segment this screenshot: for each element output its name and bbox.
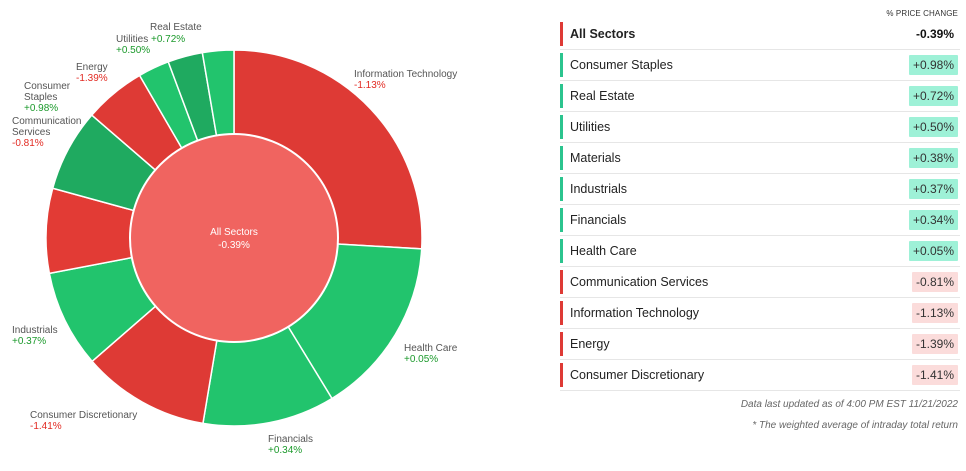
row-name: Communication Services [570, 275, 709, 289]
row-change-badge: -1.13% [911, 303, 958, 323]
row-energy[interactable]: Energy -1.39% [560, 329, 960, 360]
label-consumer-staples-line1: Consumer [24, 81, 71, 92]
value-financials: +0.34% [268, 445, 302, 456]
row-consumer-discretionary[interactable]: Consumer Discretionary -1.41% [560, 360, 960, 391]
row-name: Information Technology [570, 306, 700, 320]
row-change-badge: -0.39% [915, 27, 954, 41]
value-industrials: +0.37% [12, 336, 46, 347]
row-change-badge: +0.05% [908, 241, 958, 261]
label-utilities: Utilities [116, 34, 148, 45]
row-indicator-bar [560, 332, 563, 356]
center-value: -0.39% [218, 240, 250, 251]
row-change-badge: -1.41% [911, 365, 958, 385]
row-name: All Sectors [570, 27, 636, 41]
label-communication-services-line2: Services [12, 127, 50, 138]
label-communication-services-line1: Communication [12, 116, 81, 127]
center-all-sectors-circle[interactable] [129, 133, 339, 343]
row-indicator-bar [560, 115, 563, 139]
weighted-average-footnote: * The weighted average of intraday total… [752, 420, 958, 431]
row-change-badge: +0.34% [908, 210, 958, 230]
row-indicator-bar [560, 53, 563, 77]
row-change-badge: -1.39% [911, 334, 958, 354]
row-change-badge: +0.72% [908, 86, 958, 106]
value-utilities: +0.50% [116, 45, 150, 56]
value-health-care: +0.05% [404, 354, 438, 365]
row-name: Materials [570, 151, 621, 165]
value-communication-services: -0.81% [12, 138, 44, 149]
slice-labels: Information Technology-1.13%Health Care+… [12, 22, 458, 456]
row-name: Consumer Staples [570, 58, 673, 72]
row-name: Financials [570, 213, 627, 227]
value-consumer-staples: +0.98% [24, 103, 58, 114]
value-information-technology: -1.13% [354, 80, 386, 91]
center-label: All Sectors [210, 227, 258, 238]
label-energy: Energy [76, 62, 108, 73]
row-name: Health Care [570, 244, 637, 258]
row-consumer-staples[interactable]: Consumer Staples +0.98% [560, 50, 960, 81]
label-real-estate: Real Estate [150, 22, 202, 33]
row-change-badge: +0.98% [908, 55, 958, 75]
row-all-sectors[interactable]: All Sectors -0.39% [560, 19, 960, 50]
row-name: Industrials [570, 182, 627, 196]
row-change-badge: +0.50% [908, 117, 958, 137]
last-updated-note: Data last updated as of 4:00 PM EST 11/2… [740, 399, 958, 410]
row-financials[interactable]: Financials +0.34% [560, 205, 960, 236]
row-indicator-bar [560, 146, 563, 170]
row-name: Real Estate [570, 89, 635, 103]
column-header-price-change: % PRICE CHANGE [886, 9, 958, 18]
row-name: Energy [570, 337, 610, 351]
row-change-badge: -0.81% [911, 272, 958, 292]
label-information-technology: Information Technology [354, 69, 457, 80]
label-consumer-staples-line2: Staples [24, 92, 57, 103]
row-real-estate[interactable]: Real Estate +0.72% [560, 81, 960, 112]
row-materials[interactable]: Materials +0.38% [560, 143, 960, 174]
row-health-care[interactable]: Health Care +0.05% [560, 236, 960, 267]
row-industrials[interactable]: Industrials +0.37% [560, 174, 960, 205]
value-real-estate: +0.72% [151, 34, 185, 45]
row-change-badge: +0.37% [908, 179, 958, 199]
row-change-badge: +0.38% [908, 148, 958, 168]
row-indicator-bar [560, 22, 563, 46]
row-indicator-bar [560, 239, 563, 263]
row-communication-services[interactable]: Communication Services -0.81% [560, 267, 960, 298]
row-indicator-bar [560, 84, 563, 108]
row-indicator-bar [560, 301, 563, 325]
row-indicator-bar [560, 270, 563, 294]
row-utilities[interactable]: Utilities +0.50% [560, 112, 960, 143]
row-name: Utilities [570, 120, 611, 134]
row-indicator-bar [560, 363, 563, 387]
value-energy: -1.39% [76, 73, 108, 84]
row-indicator-bar [560, 177, 563, 201]
row-indicator-bar [560, 208, 563, 232]
sector-donut-chart: All Sectors -0.39% Information Technolog… [12, 22, 458, 456]
value-consumer-discretionary: -1.41% [30, 421, 62, 432]
row-information-technology[interactable]: Information Technology -1.13% [560, 298, 960, 329]
label-consumer-discretionary: Consumer Discretionary [30, 410, 137, 421]
label-industrials: Industrials [12, 325, 58, 336]
label-financials: Financials [268, 434, 313, 445]
label-health-care: Health Care [404, 343, 458, 354]
row-name: Consumer Discretionary [570, 368, 705, 382]
